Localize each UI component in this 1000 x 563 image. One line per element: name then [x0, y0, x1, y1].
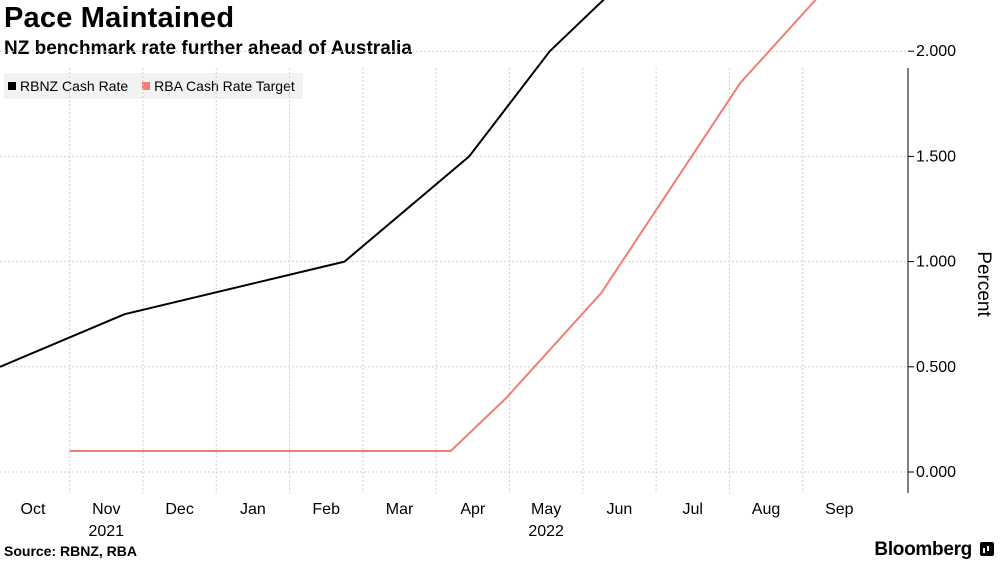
x-tick-label: Sep	[825, 501, 854, 518]
y-tick-label: 1.500	[916, 148, 956, 165]
x-year-label: 2022	[528, 523, 564, 540]
legend-swatch-rba	[142, 82, 151, 90]
legend: RBNZ Cash Rate RBA Cash Rate Target	[4, 73, 303, 99]
y-tick-label: 2.000	[916, 43, 956, 60]
chart-title: Pace Maintained	[4, 2, 235, 34]
legend-item-rbnz: RBNZ Cash Rate	[8, 78, 128, 94]
x-tick-label: May	[531, 501, 561, 518]
legend-item-rba: RBA Cash Rate Target	[142, 78, 295, 94]
y-tick-label: 0.000	[916, 464, 956, 481]
x-tick-label: Feb	[312, 501, 340, 518]
x-tick-label: Dec	[165, 501, 193, 518]
y-tick-label: 1.000	[916, 254, 956, 271]
series	[0, 0, 817, 452]
x-tick-label: Jul	[683, 501, 703, 518]
legend-label-rba: RBA Cash Rate Target	[154, 78, 295, 94]
x-tick-label: Nov	[92, 501, 120, 518]
legend-label-rbnz: RBNZ Cash Rate	[20, 78, 129, 94]
x-tick-label: Jan	[240, 501, 266, 518]
bloomberg-terminal-icon	[980, 542, 994, 556]
grid	[0, 50, 908, 493]
x-axis: Oct Nov Dec Jan Feb Mar Apr May Jun Jul Aug Sep 2021…	[21, 501, 854, 540]
source-note: Source: RBNZ, RBA	[4, 543, 138, 559]
x-tick-label: Apr	[460, 501, 486, 518]
y-tick-label: 0.500	[916, 359, 956, 376]
series-line-rba	[69, 0, 817, 452]
x-tick-label: Oct	[21, 501, 46, 518]
chart-subtitle: NZ benchmark rate further ahead of Austr…	[4, 38, 412, 59]
x-tick-label: Mar	[386, 501, 414, 518]
x-tick-label: Jun	[607, 501, 633, 518]
x-year-label: 2021	[88, 523, 124, 540]
series-line-rbnz	[0, 0, 605, 368]
x-tick-label: Aug	[752, 501, 780, 518]
y-axis-label: Percent	[973, 251, 994, 317]
legend-swatch-rbnz	[8, 82, 16, 90]
bloomberg-logo: Bloomberg	[874, 539, 972, 560]
